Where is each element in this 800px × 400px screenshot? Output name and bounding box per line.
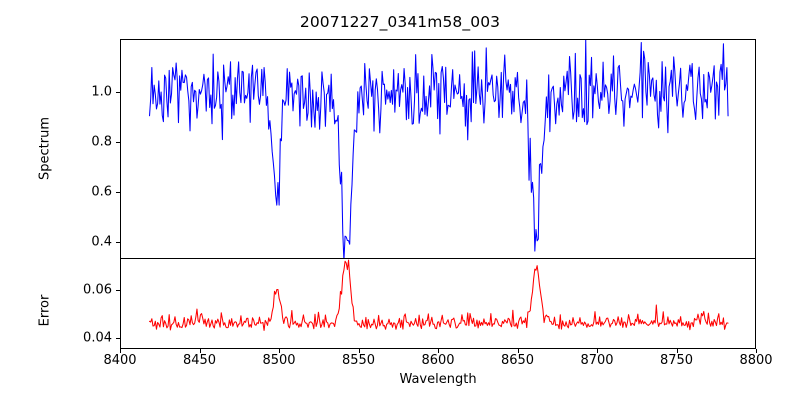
spectrum-ytick-label: 1.0 — [91, 84, 112, 99]
wavelength-xtick-mark — [676, 349, 678, 353]
wavelength-xtick-mark — [279, 349, 281, 353]
error-data-line — [149, 259, 729, 331]
wavelength-axis-label: Wavelength — [399, 372, 477, 387]
wavelength-xtick-label: 8450 — [182, 353, 217, 368]
wavelength-xtick-label: 8800 — [739, 353, 773, 368]
spectrum-plot-area — [149, 40, 729, 258]
wavelength-xtick-label: 8600 — [421, 353, 455, 368]
wavelength-xtick-mark — [517, 349, 519, 353]
wavelength-xtick-mark — [199, 349, 201, 353]
wavelength-xtick-mark — [597, 349, 599, 353]
spectrum-plot-panel — [120, 39, 756, 259]
error-ytick-mark — [116, 290, 120, 292]
error-ytick-mark — [116, 338, 120, 340]
wavelength-xtick-label: 8500 — [262, 353, 296, 368]
spectrum-ytick-mark — [116, 141, 120, 143]
error-plot-panel — [120, 258, 756, 349]
error-ytick-label: 0.06 — [83, 282, 112, 298]
wavelength-xtick-mark — [358, 349, 360, 353]
wavelength-xtick-label: 8550 — [341, 353, 376, 368]
error-axis-label: Error — [37, 294, 53, 327]
wavelength-xtick-label: 8400 — [103, 353, 137, 368]
spectrum-ytick-label: 0.6 — [91, 184, 112, 199]
spectrum-axis-label: Spectrum — [37, 117, 53, 180]
spectrum-ytick-label: 0.8 — [91, 134, 112, 149]
wavelength-xtick-mark — [756, 349, 758, 353]
page-title: 20071227_0341m58_003 — [299, 13, 501, 31]
wavelength-xtick-mark — [438, 349, 440, 353]
wavelength-xtick-label: 8750 — [659, 353, 694, 368]
wavelength-xtick-label: 8650 — [500, 353, 535, 368]
spectrum-ytick-mark — [116, 191, 120, 193]
error-ytick-label: 0.04 — [83, 330, 112, 346]
spectrum-ytick-label: 0.4 — [91, 234, 112, 249]
wavelength-xtick-label: 8700 — [580, 353, 614, 368]
spectrum-ytick-mark — [116, 241, 120, 243]
spectrum-data-line — [149, 40, 729, 258]
wavelength-xtick-mark — [120, 349, 122, 353]
spectrum-ytick-mark — [116, 91, 120, 93]
error-plot-area — [149, 259, 729, 331]
